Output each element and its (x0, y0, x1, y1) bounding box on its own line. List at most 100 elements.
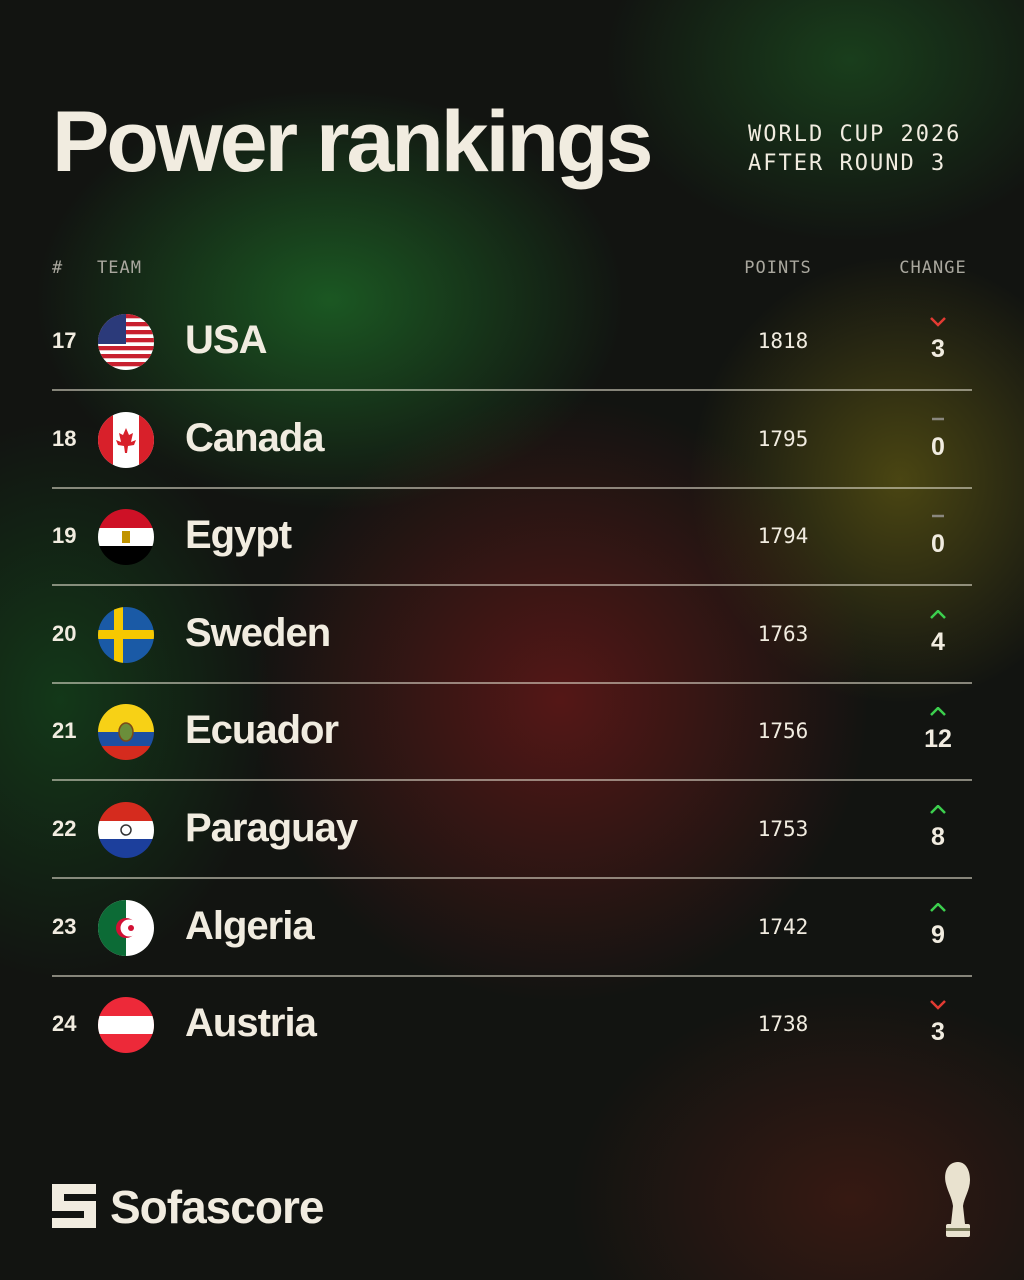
points: 1818 (757, 329, 809, 353)
flag-part (139, 411, 154, 468)
change-indicator (930, 609, 946, 619)
subtitle: AFTER ROUND 3 (748, 151, 947, 176)
flag-part (98, 821, 154, 839)
flag-part (98, 546, 154, 566)
points: 1794 (757, 524, 809, 549)
rank: 23 (52, 913, 77, 939)
change-indicator (930, 707, 946, 717)
flag-part (98, 314, 154, 370)
change: 3 (931, 1018, 945, 1047)
change-indicator (930, 805, 946, 814)
rank: 17 (52, 328, 77, 353)
change: 0 (931, 432, 945, 461)
points: 1738 (757, 1012, 809, 1037)
points: 1756 (757, 719, 809, 744)
flag-part (98, 362, 154, 367)
flag-part (128, 924, 134, 931)
flag-part (116, 427, 136, 453)
team-name: USA (185, 318, 267, 362)
flag-part (98, 629, 154, 639)
row-separator (52, 779, 972, 782)
change: 3 (931, 335, 945, 363)
team-name: Egypt (185, 513, 292, 558)
change-indicator (930, 902, 946, 912)
points: 1763 (757, 621, 809, 646)
flag (98, 314, 154, 370)
flag (98, 997, 154, 1054)
flag (98, 411, 154, 468)
team-name: Austria (185, 1001, 317, 1046)
arrow (930, 902, 946, 912)
rank: 24 (52, 1011, 77, 1037)
subtitle: WORLD CUP 2026 (748, 122, 962, 147)
row-separator (52, 584, 972, 587)
change-indicator (930, 317, 946, 327)
flag-part (98, 411, 113, 468)
flag-part (98, 314, 126, 344)
flag-part (98, 704, 154, 761)
flag-part (98, 509, 154, 529)
flag-part (98, 509, 154, 566)
change: 9 (931, 920, 945, 949)
flag-part (98, 997, 154, 1054)
points: 1795 (757, 426, 809, 451)
row-separator (52, 486, 972, 489)
arrow (930, 707, 946, 717)
arrow (930, 609, 946, 619)
brand-logo (52, 1184, 96, 1228)
flag-part (98, 411, 154, 468)
logo-shape (52, 1184, 96, 1228)
column-header: TEAM (97, 258, 142, 278)
flag-part (98, 802, 154, 858)
team-name: Ecuador (185, 708, 339, 753)
change: 4 (931, 627, 945, 656)
change: 8 (931, 823, 945, 851)
row-separator (52, 389, 972, 391)
rank: 18 (52, 425, 77, 451)
flag-part (98, 899, 154, 956)
change: 12 (924, 725, 952, 754)
rank: 20 (52, 620, 77, 646)
trophy-band (946, 1228, 970, 1231)
row-separator (52, 877, 972, 879)
rank: 19 (52, 523, 77, 549)
flag-part (98, 354, 154, 359)
column-header: POINTS (744, 258, 812, 278)
arrow (930, 317, 946, 327)
row-separator (52, 681, 972, 684)
flag-part (98, 802, 154, 821)
arrow (930, 1000, 946, 1010)
team-name: Algeria (185, 903, 315, 948)
column-header: CHANGE (899, 258, 967, 278)
change-indicator (930, 1000, 946, 1010)
brand-name: Sofascore (110, 1181, 324, 1233)
rank: 21 (52, 718, 77, 744)
flag-part (98, 839, 154, 858)
points: 1742 (757, 914, 809, 939)
flag (98, 606, 154, 663)
change-indicator (932, 514, 944, 518)
title: Power rankings (52, 94, 653, 190)
rank: 22 (52, 816, 77, 841)
flag-part (118, 722, 134, 743)
flag-part (98, 1016, 154, 1035)
change: 0 (931, 530, 945, 559)
flag-part (98, 746, 154, 761)
flag (98, 802, 154, 858)
points: 1753 (757, 817, 809, 841)
flag-part (98, 346, 154, 351)
flag (98, 899, 154, 956)
column-header: # (52, 258, 64, 278)
flag (98, 509, 154, 566)
arrow (930, 805, 946, 814)
team-name: Canada (185, 415, 324, 460)
flag (98, 704, 154, 761)
flag-part (122, 531, 130, 544)
trophy-icon (945, 1162, 970, 1237)
team-name: Paraguay (185, 806, 358, 850)
flag-part (120, 824, 132, 836)
row-separator (52, 974, 972, 977)
flag-part (98, 606, 154, 663)
change-indicator (932, 417, 944, 420)
